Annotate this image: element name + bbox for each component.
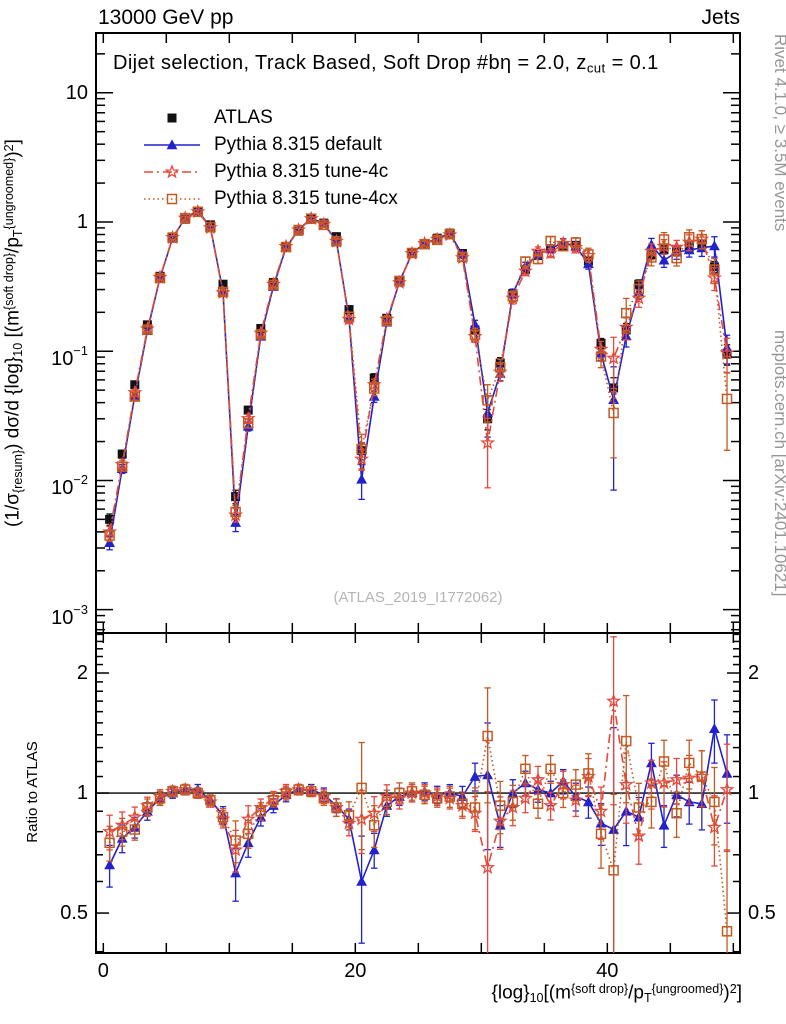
- series-ratio-3: [104, 687, 733, 953]
- ratio-tick-label-left: 2: [76, 662, 88, 685]
- legend-label: ATLAS: [214, 106, 273, 128]
- legend-item-3: Pythia 8.315 tune-4cx: [142, 185, 398, 212]
- side-note-source: mcplots.cern.ch [arXiv:2401.10621]: [771, 330, 786, 597]
- legend-label: Pythia 8.315 tune-4cx: [214, 187, 398, 209]
- legend-label: Pythia 8.315 default: [214, 133, 382, 155]
- ratio-tick-label-left: 0.5: [60, 902, 88, 925]
- y-tick-label: 10: [65, 81, 88, 104]
- y-tick-label: 10−2: [51, 472, 88, 500]
- legend: ATLAS Pythia 8.315 default Pythia 8.315 tu…: [142, 104, 398, 212]
- ratio-tick-label-right: 0.5: [748, 902, 776, 925]
- x-tick-label: 40: [596, 960, 619, 982]
- series-main-0: [105, 207, 732, 526]
- header-beam-energy: 13000 GeV pp: [98, 6, 234, 29]
- series-main-1: [104, 205, 733, 551]
- legend-marker-triangle-filled: [144, 138, 200, 149]
- legend-marker-square-open: [144, 193, 200, 204]
- y-tick-label: 10−3: [51, 601, 88, 629]
- legend-marker-star-open: [144, 163, 200, 178]
- watermark-analysis-id: (ATLAS_2019_I1772062): [333, 589, 503, 606]
- legend-item-0: ATLAS: [142, 104, 398, 131]
- ratio-tick-label-right: 1: [748, 782, 760, 805]
- x-tick-label: 20: [344, 960, 367, 982]
- ratio-tick-label-right: 2: [748, 662, 760, 685]
- ratio-tick-label-left: 1: [76, 782, 88, 805]
- main-panel-series: [102, 203, 735, 551]
- y-tick-label: 1: [76, 210, 88, 233]
- axis-ticks: [96, 33, 740, 953]
- x-axis-title: {log}10[(m{soft drop}/pT{ungroomed})2]: [491, 982, 742, 1005]
- series-main-3: [104, 206, 733, 543]
- panel-title: Dijet selection, Track Based, Soft Drop …: [113, 52, 659, 76]
- y-tick-label: 10−1: [51, 343, 88, 371]
- series-main-2: [102, 203, 735, 539]
- header-analysis-group: Jets: [701, 6, 740, 29]
- side-note-generator-version: Rivet 4.1.0, ≥ 3.5M events: [771, 34, 786, 232]
- ratio-panel-series: [102, 636, 735, 953]
- legend-marker-square-filled: [167, 113, 177, 122]
- legend-item-2: Pythia 8.315 tune-4c: [142, 158, 398, 185]
- x-tick-label: 0: [97, 960, 109, 982]
- legend-item-1: Pythia 8.315 default: [142, 131, 398, 158]
- y-axis-title: (1/σ{resum}) dσ/d {log}10 [(m{soft drop}…: [2, 139, 25, 527]
- legend-label: Pythia 8.315 tune-4c: [214, 160, 389, 182]
